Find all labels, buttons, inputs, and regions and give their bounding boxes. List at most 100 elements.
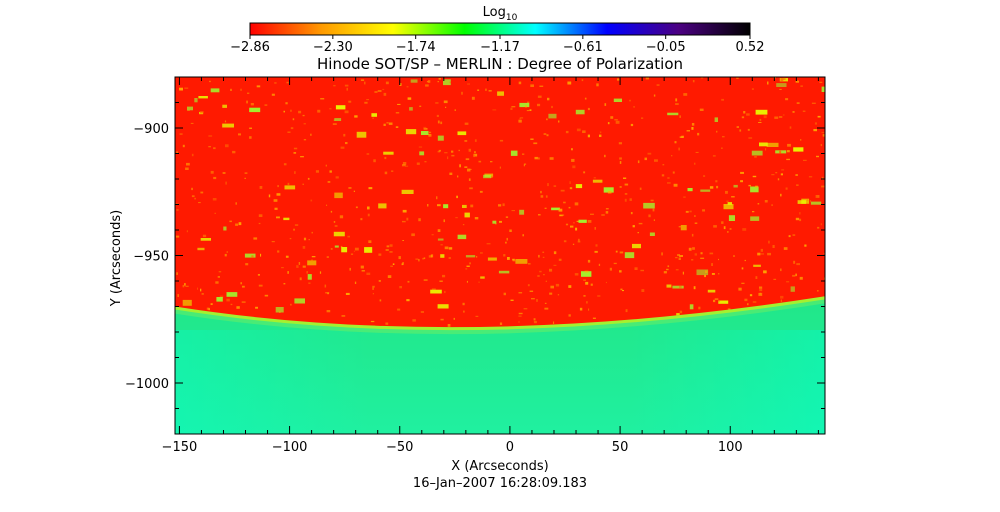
disk-speckle [235,202,237,205]
disk-speckle [634,267,638,270]
disk-speckle [758,122,762,123]
disk-speckle [707,289,716,293]
disk-speckle [406,217,409,221]
disk-speckle [563,240,567,243]
disk-speckle [461,91,463,95]
disk-speckle [315,170,319,173]
disk-speckle [208,308,210,311]
disk-speckle [523,164,525,167]
disk-speckle [419,151,425,156]
disk-speckle [402,240,404,241]
disk-speckle [389,251,393,253]
disk-speckle [619,270,622,273]
disk-speckle [685,210,689,213]
disk-speckle [468,178,471,181]
disk-speckle [549,292,553,295]
disk-speckle [618,142,622,145]
disk-speckle [782,77,786,80]
disk-speckle [290,303,292,306]
disk-speckle [385,81,389,85]
disk-speckle [281,267,284,269]
disk-speckle [546,134,549,137]
disk-speckle [302,246,306,249]
disk-speckle [308,282,311,284]
disk-speckle [545,280,547,282]
disk-speckle [721,147,723,149]
disk-speckle [271,241,275,243]
disk-speckle [733,184,738,188]
disk-speckle [573,222,575,224]
disk-speckle [780,295,784,299]
disk-speckle [477,89,480,91]
disk-speckle [474,139,477,142]
disk-speckle [568,285,572,288]
disk-speckle [716,185,719,189]
disk-speckle [823,252,825,254]
disk-speckle [238,222,242,226]
disk-speckle [448,247,453,250]
disk-speckle [213,176,217,180]
disk-speckle [437,229,441,232]
disk-speckle [782,114,785,116]
disk-speckle [258,284,263,287]
disk-speckle [785,187,788,190]
disk-speckle [727,231,729,233]
disk-speckle [679,285,682,289]
disk-speckle [209,80,211,83]
disk-speckle [423,279,428,281]
disk-speckle [817,115,821,118]
disk-speckle [244,177,246,179]
disk-speckle [311,231,313,234]
disk-speckle [679,310,683,314]
disk-speckle [198,202,201,204]
disk-speckle [391,170,394,172]
disk-speckle [754,156,757,158]
disk-speckle [696,269,709,276]
disk-speckle [609,267,612,271]
disk-speckle [310,199,313,202]
disk-speckle [383,151,394,155]
disk-speckle [795,273,797,277]
disk-speckle [389,244,393,247]
disk-speckle [210,170,214,174]
disk-speckle [568,314,571,317]
disk-speckle [619,157,622,160]
disk-speckle [379,299,382,302]
disk-speckle [260,253,262,257]
disk-speckle [781,169,785,171]
y-axis-label: Y (Arcseconds) [109,210,124,307]
disk-speckle [256,85,261,88]
disk-speckle [740,180,743,183]
disk-speckle [255,306,258,309]
disk-speckle [736,77,739,79]
disk-speckle [536,299,538,302]
disk-speckle [792,234,796,236]
disk-speckle [499,220,502,223]
disk-speckle [780,78,784,82]
disk-speckle [671,155,673,157]
y-axis: −900 −950 −1000 [125,76,825,435]
disk-speckle [716,130,718,133]
disk-speckle [298,110,302,114]
disk-speckle [284,185,296,190]
disk-speckle [384,156,387,160]
disk-speckle [728,215,735,221]
disk-speckle [242,285,245,288]
disk-speckle [701,77,704,79]
disk-speckle [715,180,718,183]
disk-speckle [293,152,297,154]
disk-speckle [184,283,186,286]
disk-speckle [753,264,761,267]
disk-speckle [457,234,467,240]
disk-speckle [547,97,550,101]
colorbar-label: Log10 [483,5,518,23]
disk-speckle [623,177,627,179]
disk-speckle [733,255,735,257]
disk-speckle [786,150,790,153]
disk-speckle [533,318,536,321]
disk-speckle [792,111,795,113]
disk-speckle [311,259,313,262]
disk-speckle [810,201,822,205]
disk-speckle [194,98,198,103]
disk-speckle [689,304,694,310]
